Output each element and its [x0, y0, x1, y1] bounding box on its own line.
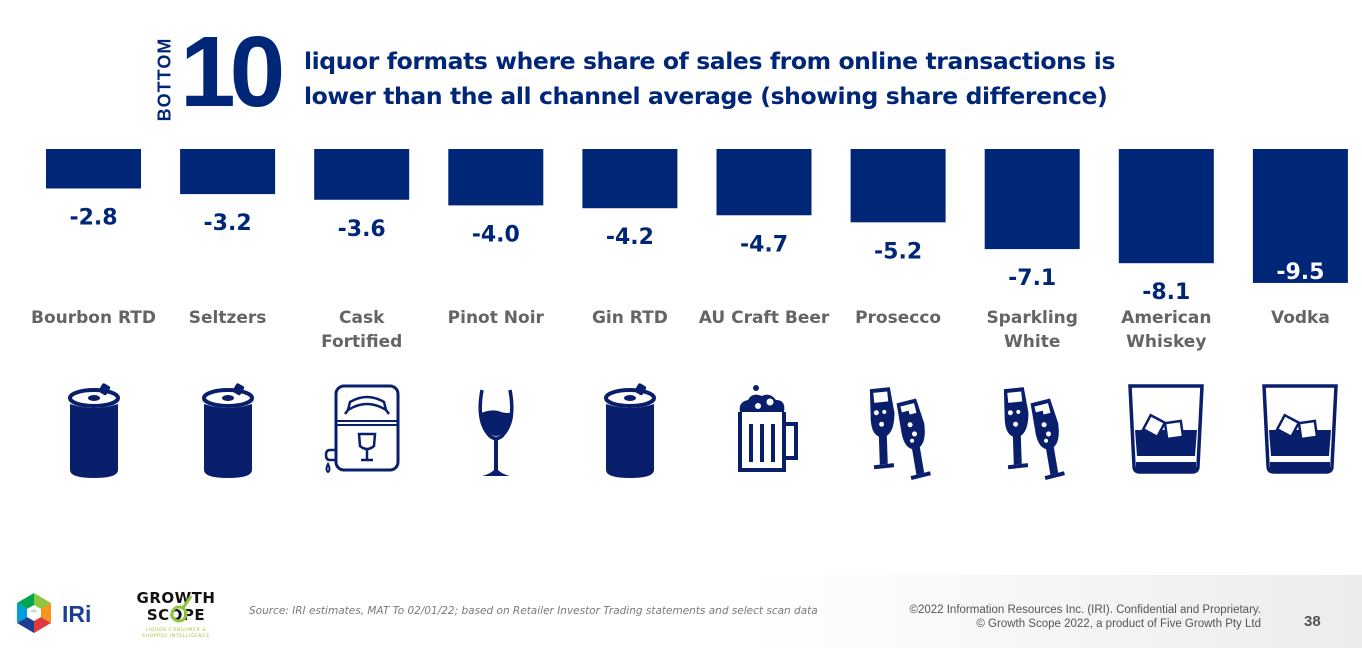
category-label: American: [1121, 308, 1211, 328]
bar: [46, 149, 141, 189]
whiskey-tumbler-icon: [1116, 378, 1216, 483]
copyright-iri: ©2022 Information Resources Inc. (IRI). …: [909, 604, 1261, 616]
data-label: -5.2: [874, 239, 922, 264]
cask-icon: [312, 378, 412, 483]
category-label: Cask: [339, 308, 385, 328]
growth-scope-tagline1: LIQUOR CONSUMER &: [146, 627, 207, 633]
copyright-growth-scope: © Growth Scope 2022, a product of Five G…: [976, 618, 1261, 630]
rank-word: BOTTOM: [150, 30, 180, 128]
bar: [582, 149, 678, 209]
growth-scope-line2: SCOPE: [147, 606, 205, 624]
page-title: liquor formats where share of sales from…: [304, 44, 1164, 114]
category-label: Bourbon RTD: [31, 308, 156, 328]
data-label: -3.6: [338, 217, 386, 242]
title-line-1: liquor formats where share of sales from…: [304, 47, 1116, 75]
growth-scope-logo: GROWTH SCOPE LIQUOR CONSUMER & SHOPPER I…: [128, 586, 224, 644]
category-label: AU Craft Beer: [699, 308, 830, 328]
can-icon: [178, 378, 278, 483]
copyright: ©2022 Information Resources Inc. (IRI). …: [909, 603, 1261, 631]
bar: [1252, 149, 1348, 283]
wine-glass-icon: [446, 378, 546, 483]
can-icon: [580, 378, 680, 483]
beer-mug-icon: [714, 378, 814, 483]
whiskey-tumbler-icon: [1250, 378, 1350, 483]
category-label: Gin RTD: [592, 308, 668, 328]
bar: [716, 149, 812, 216]
champagne-glasses-icon: [848, 378, 948, 483]
category-label: Whiskey: [1126, 332, 1206, 352]
rank-number: 10: [180, 16, 285, 128]
source-note: Source: IRI estimates, MAT To 02/01/22; …: [249, 605, 818, 617]
category-label: Pinot Noir: [448, 308, 545, 328]
champagne-glasses-icon: [982, 378, 1082, 483]
page-number: 38: [1304, 613, 1321, 630]
category-label: Seltzers: [189, 308, 267, 328]
category-label: White: [1004, 332, 1060, 352]
bar: [314, 149, 410, 200]
iri-logo-text: IRi: [62, 601, 91, 627]
data-label: -2.8: [69, 205, 117, 230]
footer: [0, 575, 1362, 648]
bar: [180, 149, 276, 195]
category-label: Sparkling: [986, 308, 1078, 328]
data-label: -4.2: [606, 225, 654, 250]
data-label: -4.0: [472, 222, 520, 247]
category-label: Fortified: [321, 332, 402, 352]
rank-word-text: BOTTOM: [154, 37, 175, 121]
bar-chart: -2.8 Bourbon RTD -3.2 Seltzers -3.6 Cask Forti…: [31, 149, 1348, 352]
bar: [1118, 149, 1214, 264]
data-label: -7.1: [1008, 266, 1056, 291]
data-label: -8.1: [1142, 280, 1190, 305]
category-label: Prosecco: [855, 308, 941, 328]
data-label: -3.2: [204, 211, 252, 236]
bar: [850, 149, 946, 223]
magnifier-icon: [170, 605, 188, 623]
category-label: Vodka: [1271, 308, 1330, 328]
growth-scope-tagline2: SHOPPER INTELLIGENCE: [142, 633, 210, 639]
bar: [984, 149, 1080, 250]
can-icon: [44, 378, 144, 483]
data-label: -4.7: [740, 232, 788, 257]
data-label: -9.5: [1276, 260, 1324, 285]
growth-scope-line1: GROWTH: [137, 589, 216, 607]
iri-logo: IRi: [14, 589, 100, 637]
title-line-2: lower than the all channel average (show…: [304, 82, 1108, 110]
bar: [448, 149, 544, 206]
